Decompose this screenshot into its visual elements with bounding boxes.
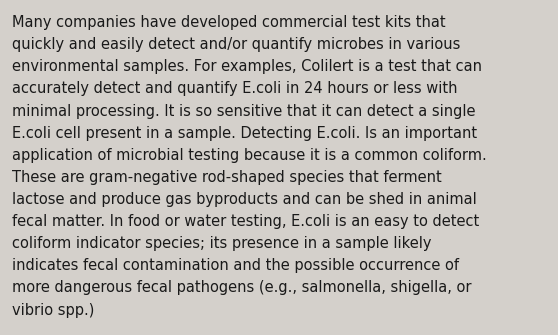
Text: quickly and easily detect and/or quantify microbes in various: quickly and easily detect and/or quantif… [12, 37, 461, 52]
Text: fecal matter. In food or water testing, E.coli is an easy to detect: fecal matter. In food or water testing, … [12, 214, 479, 229]
Text: These are gram-negative rod-shaped species that ferment: These are gram-negative rod-shaped speci… [12, 170, 442, 185]
Text: accurately detect and quantify E.coli in 24 hours or less with: accurately detect and quantify E.coli in… [12, 81, 458, 96]
Text: Many companies have developed commercial test kits that: Many companies have developed commercial… [12, 15, 446, 30]
Text: E.coli cell present in a sample. Detecting E.coli. Is an important: E.coli cell present in a sample. Detecti… [12, 126, 478, 141]
Text: indicates fecal contamination and the possible occurrence of: indicates fecal contamination and the po… [12, 258, 459, 273]
Text: lactose and produce gas byproducts and can be shed in animal: lactose and produce gas byproducts and c… [12, 192, 477, 207]
Text: vibrio spp.): vibrio spp.) [12, 303, 95, 318]
Text: environmental samples. For examples, Colilert is a test that can: environmental samples. For examples, Col… [12, 59, 482, 74]
Text: minimal processing. It is so sensitive that it can detect a single: minimal processing. It is so sensitive t… [12, 104, 476, 119]
Text: more dangerous fecal pathogens (e.g., salmonella, shigella, or: more dangerous fecal pathogens (e.g., sa… [12, 280, 472, 295]
Text: application of microbial testing because it is a common coliform.: application of microbial testing because… [12, 148, 487, 163]
Text: coliform indicator species; its presence in a sample likely: coliform indicator species; its presence… [12, 236, 432, 251]
